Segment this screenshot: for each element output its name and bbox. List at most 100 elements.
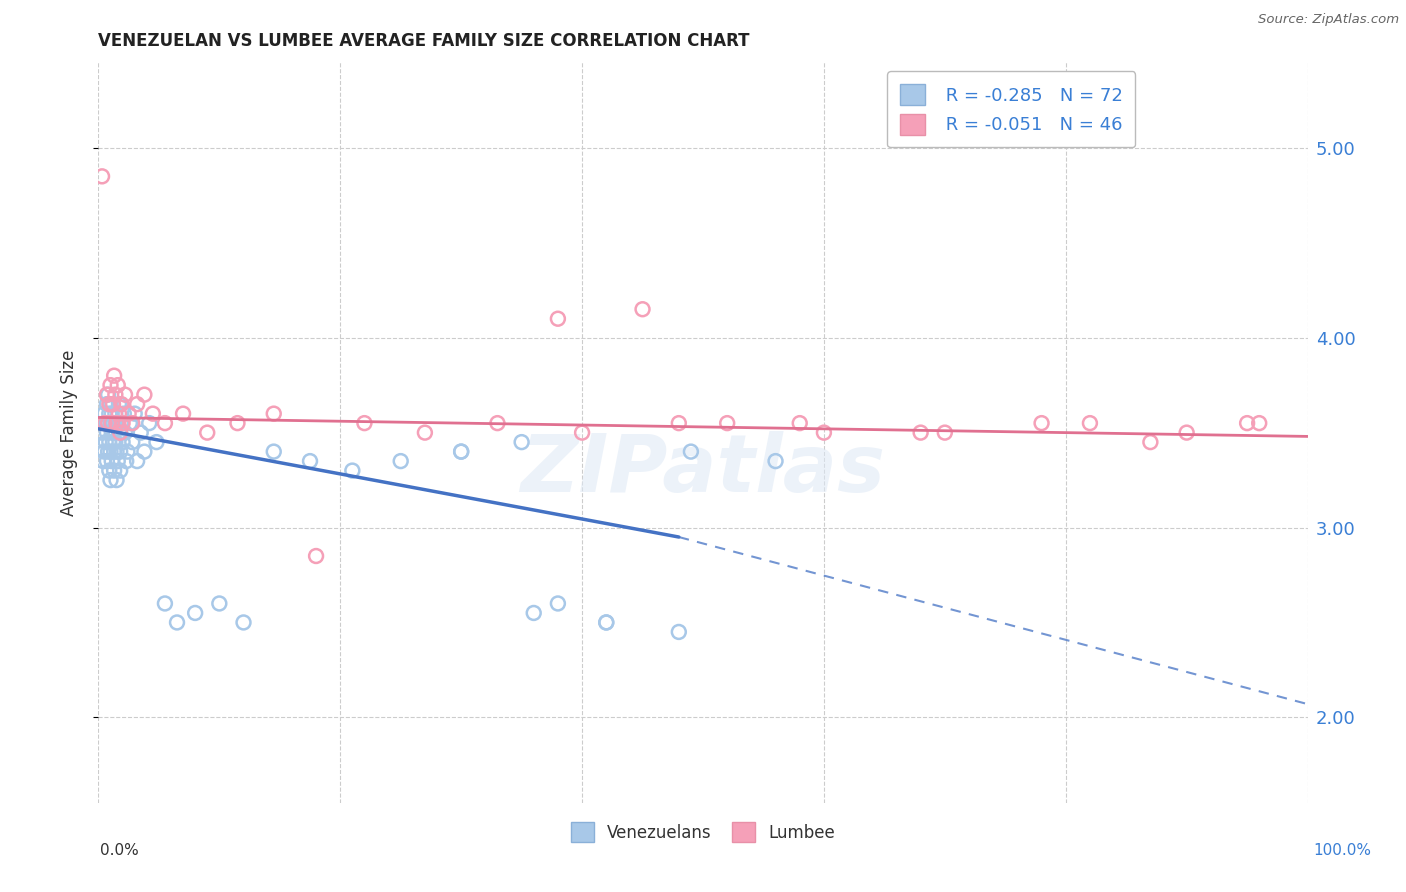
- Point: [112, 407, 135, 421]
- Point: [108, 444, 131, 458]
- Point: [510, 435, 533, 450]
- Point: [98, 397, 121, 411]
- Point: [108, 397, 131, 411]
- Text: ZIPatlas: ZIPatlas: [520, 431, 886, 508]
- Point: [100, 407, 122, 421]
- Point: [96, 425, 118, 440]
- Point: [111, 416, 134, 430]
- Point: [631, 302, 654, 317]
- Point: [910, 425, 932, 440]
- Point: [100, 454, 122, 468]
- Point: [142, 407, 165, 421]
- Point: [100, 397, 122, 411]
- Point: [668, 416, 690, 430]
- Point: [134, 387, 156, 401]
- Point: [305, 549, 328, 563]
- Point: [114, 387, 136, 401]
- Text: 100.0%: 100.0%: [1313, 843, 1372, 858]
- Point: [104, 407, 127, 421]
- Point: [263, 444, 285, 458]
- Point: [153, 416, 176, 430]
- Point: [813, 425, 835, 440]
- Point: [107, 454, 129, 468]
- Point: [127, 397, 149, 411]
- Point: [105, 444, 128, 458]
- Point: [98, 464, 121, 478]
- Point: [100, 473, 122, 487]
- Point: [97, 387, 120, 401]
- Point: [153, 597, 176, 611]
- Point: [117, 444, 139, 458]
- Point: [101, 397, 124, 411]
- Point: [1139, 435, 1161, 450]
- Point: [105, 416, 128, 430]
- Point: [523, 606, 546, 620]
- Point: [96, 387, 118, 401]
- Point: [96, 397, 118, 411]
- Point: [134, 444, 156, 458]
- Point: [679, 444, 702, 458]
- Point: [114, 425, 136, 440]
- Point: [107, 378, 129, 392]
- Point: [118, 416, 141, 430]
- Text: VENEZUELAN VS LUMBEE AVERAGE FAMILY SIZE CORRELATION CHART: VENEZUELAN VS LUMBEE AVERAGE FAMILY SIZE…: [98, 32, 749, 50]
- Point: [100, 416, 122, 430]
- Point: [93, 407, 115, 421]
- Point: [115, 454, 138, 468]
- Point: [97, 444, 120, 458]
- Point: [98, 435, 121, 450]
- Text: 0.0%: 0.0%: [100, 843, 139, 858]
- Text: Source: ZipAtlas.com: Source: ZipAtlas.com: [1258, 13, 1399, 27]
- Point: [716, 416, 738, 430]
- Point: [765, 454, 787, 468]
- Point: [166, 615, 188, 630]
- Point: [103, 368, 125, 383]
- Point: [100, 425, 122, 440]
- Point: [110, 416, 132, 430]
- Point: [547, 311, 569, 326]
- Point: [595, 615, 617, 630]
- Point: [124, 407, 146, 421]
- Point: [571, 425, 593, 440]
- Point: [413, 425, 436, 440]
- Point: [110, 397, 132, 411]
- Point: [172, 407, 194, 421]
- Point: [353, 416, 375, 430]
- Point: [127, 454, 149, 468]
- Point: [1249, 416, 1271, 430]
- Y-axis label: Average Family Size: Average Family Size: [59, 350, 77, 516]
- Point: [94, 416, 117, 430]
- Point: [103, 425, 125, 440]
- Point: [108, 425, 131, 440]
- Point: [138, 416, 160, 430]
- Point: [100, 378, 122, 392]
- Point: [1031, 416, 1053, 430]
- Point: [107, 416, 129, 430]
- Point: [104, 416, 127, 430]
- Point: [342, 464, 364, 478]
- Point: [108, 464, 131, 478]
- Point: [101, 397, 124, 411]
- Point: [103, 444, 125, 458]
- Point: [104, 435, 127, 450]
- Point: [104, 387, 127, 401]
- Point: [934, 425, 956, 440]
- Point: [93, 416, 115, 430]
- Point: [108, 407, 131, 421]
- Point: [389, 454, 412, 468]
- Point: [111, 435, 134, 450]
- Point: [101, 435, 124, 450]
- Point: [101, 416, 124, 430]
- Point: [1175, 425, 1198, 440]
- Point: [91, 425, 114, 440]
- Point: [105, 473, 128, 487]
- Point: [121, 435, 143, 450]
- Point: [208, 597, 231, 611]
- Legend: Venezuelans, Lumbee: Venezuelans, Lumbee: [562, 814, 844, 850]
- Point: [96, 454, 118, 468]
- Point: [184, 606, 207, 620]
- Point: [789, 416, 811, 430]
- Point: [94, 435, 117, 450]
- Point: [486, 416, 509, 430]
- Point: [145, 435, 167, 450]
